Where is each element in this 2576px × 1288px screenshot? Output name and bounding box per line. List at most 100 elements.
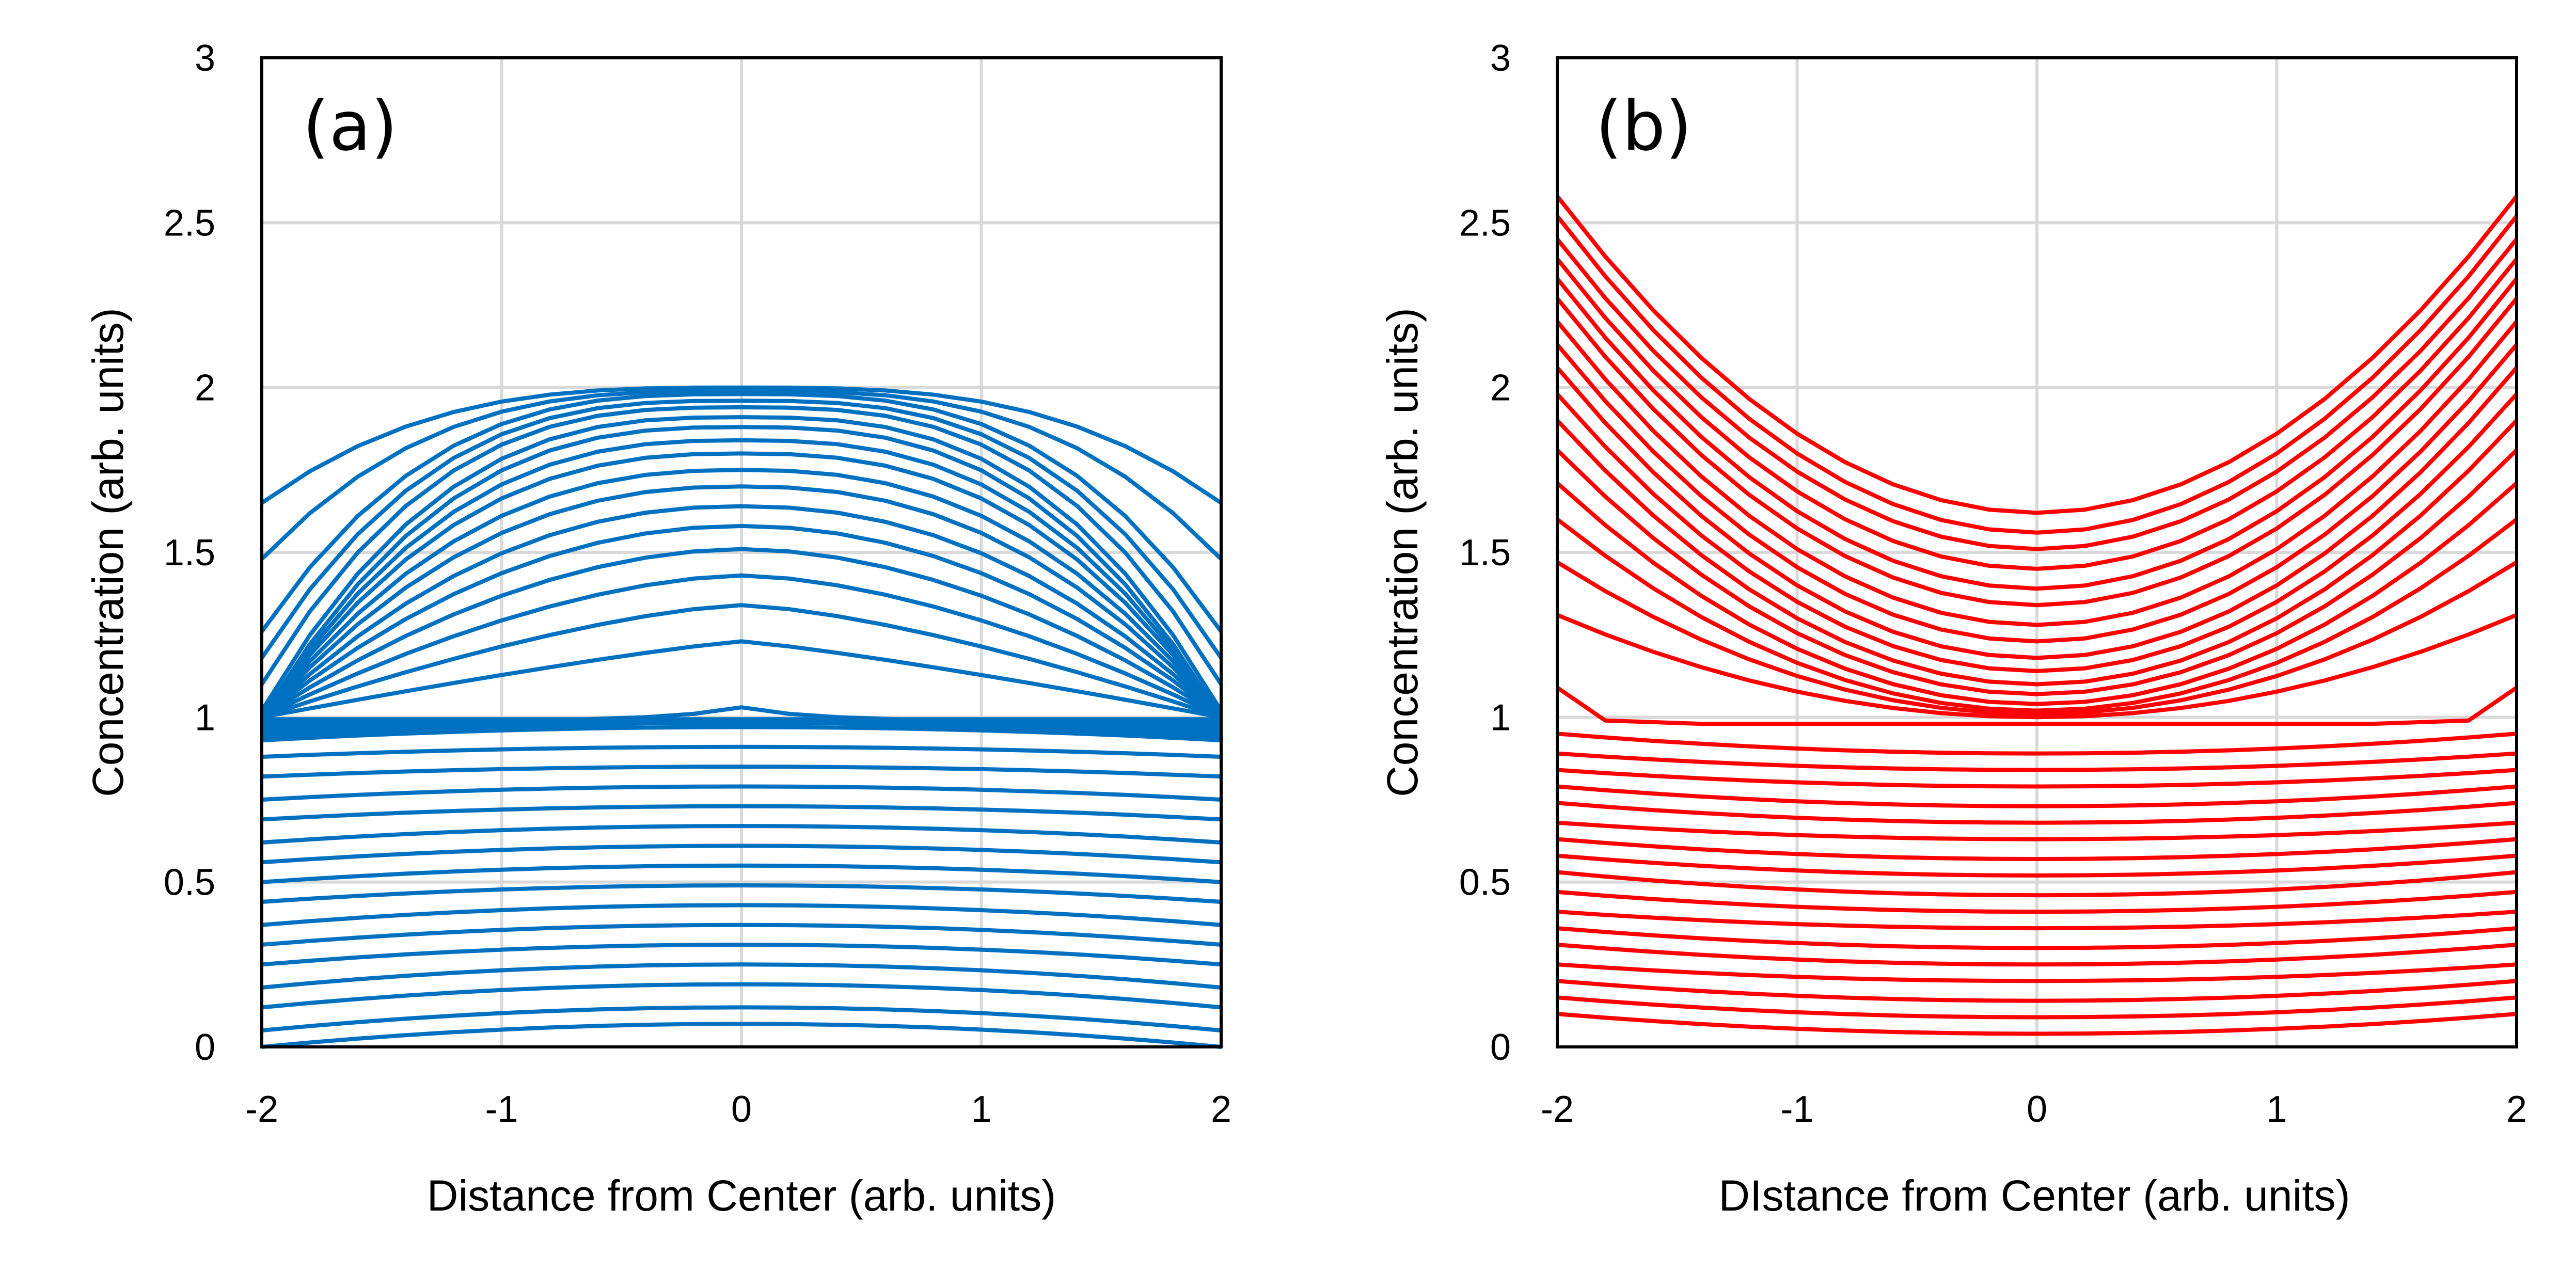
panel-a-series-upper-12 <box>260 405 1223 686</box>
panel-b-series-lower-0 <box>1557 1012 2517 1036</box>
panel-b-series-upper-2 <box>1556 517 2518 713</box>
panel-a-x-tick-labels: -2 -1 0 1 2 <box>245 1089 1231 1130</box>
panel-a-y-tick-0: 0 <box>195 1027 215 1068</box>
panel-b-x-axis-label: DIstance from Center (arb. units) <box>1718 1171 2350 1220</box>
panel-a-x-tick-1: -1 <box>485 1089 518 1130</box>
panel-b-series-upper-15 <box>1555 195 2519 515</box>
panel-a-series-lower-7 <box>261 883 1222 904</box>
panel-a-series-upper-2 <box>261 573 1222 719</box>
panel-b-series-upper-4 <box>1556 449 2518 696</box>
panel-b-series-lower-11 <box>1557 820 2517 841</box>
panel-b-series-upper-8 <box>1555 343 2519 644</box>
panel-b-y-tick-5: 2.5 <box>1459 202 1511 244</box>
panel-b-series-lower-5 <box>1557 926 2517 950</box>
panel-b-series-upper-10 <box>1555 297 2519 608</box>
panel-b-series-upper-13 <box>1555 237 2519 551</box>
panel-b-x-tick-1: -1 <box>1780 1089 1813 1130</box>
panel-a-series-lower-10 <box>261 824 1222 845</box>
panel-a-y-tick-5: 2.5 <box>164 202 215 244</box>
panel-a-series-lower-13 <box>261 765 1222 779</box>
panel-a-series-plateau-band <box>262 717 1221 740</box>
panel-a-series-lower-12 <box>261 784 1222 802</box>
panel-b-series-lower-14 <box>1557 768 2517 789</box>
panel-b-series-upper-3 <box>1556 481 2518 706</box>
panel-a-series-upper-1 <box>261 603 1222 720</box>
panel-b-y-axis-label: Concentration (arb. units) <box>1378 308 1427 797</box>
panel-a-series-lower-0 <box>261 1022 1222 1049</box>
panel-b-y-tick-1: 0.5 <box>1459 862 1511 903</box>
panel-a-curves <box>260 385 1223 1049</box>
panel-a-series-lower-9 <box>261 844 1222 865</box>
panel-b-series-upper-5 <box>1556 419 2518 687</box>
panel-a-label: (a) <box>303 87 398 166</box>
panel-b-chart: 0 0.5 1 1.5 2 2.5 3 -2 -1 0 1 2 (b) DIstance from … <box>1378 38 2527 1220</box>
panel-a-plot-frame <box>260 56 1223 1048</box>
panel-a-grid <box>262 58 1221 1047</box>
panel-a-series-upper-15 <box>260 389 1223 561</box>
panel-b-series-lower-3 <box>1557 962 2517 983</box>
panel-a-y-tick-1: 0.5 <box>164 862 215 903</box>
panel-b-series-lower-12 <box>1557 801 2517 825</box>
panel-a-series-lower-4 <box>261 943 1222 967</box>
panel-a-x-tick-4: 2 <box>1211 1089 1231 1130</box>
panel-a-series-upper-16 <box>260 385 1223 505</box>
panel-b-plot-frame <box>1556 56 2518 1048</box>
panel-a-x-tick-2: 0 <box>731 1089 752 1130</box>
panel-b-series-lower-4 <box>1557 943 2517 967</box>
panel-a-series-upper-8 <box>260 451 1223 719</box>
panel-b-series-lower-8 <box>1557 870 2517 898</box>
panel-b-series-upper-6 <box>1556 392 2518 673</box>
panel-a-series-upper-10 <box>260 425 1223 719</box>
panel-a-y-tick-6: 3 <box>195 38 215 79</box>
panel-a-y-tick-2: 1 <box>195 697 215 738</box>
panel-b-series-lower-7 <box>1557 889 2517 914</box>
panel-a-series-upper-5 <box>260 504 1223 719</box>
panel-b-y-tick-2: 1 <box>1490 697 1511 738</box>
panel-a-series-upper-4 <box>260 523 1223 719</box>
panel-a-series-upper-0 <box>261 639 1222 720</box>
panel-b-series-lower-6 <box>1557 910 2517 931</box>
panel-a-x-axis-label: Distance from Center (arb. units) <box>427 1171 1056 1220</box>
panel-b-label: (b) <box>1595 87 1692 166</box>
panel-b-series-upper-14 <box>1555 215 2519 535</box>
panel-b-series-lower-10 <box>1557 837 2517 861</box>
panel-b-grid <box>1557 58 2517 1047</box>
panel-b-series-upper-7 <box>1555 366 2519 660</box>
panel-b-x-tick-2: 0 <box>2027 1089 2047 1130</box>
panel-a-series-lower-11 <box>261 804 1222 822</box>
panel-a-y-tick-4: 2 <box>195 368 215 409</box>
panel-a-y-tick-3: 1.5 <box>164 532 215 574</box>
panel-a-series-upper-3 <box>260 547 1223 719</box>
panel-b-series-upper-9 <box>1555 320 2519 627</box>
panel-b-y-tick-4: 2 <box>1490 368 1511 409</box>
panel-b-y-tick-labels: 0 0.5 1 1.5 2 2.5 3 <box>1459 38 1511 1068</box>
panel-a-series-lower-14 <box>261 744 1222 759</box>
panel-a-series-lower-8 <box>261 863 1222 884</box>
panel-b-series-upper-0 <box>1556 613 2518 720</box>
panel-a-series-lower-6 <box>261 903 1222 927</box>
panel-a-series-upper-7 <box>260 468 1223 719</box>
panel-b-series-lower-1 <box>1557 995 2517 1020</box>
panel-a-chart: 0 0.5 1 1.5 2 2.5 3 -2 -1 0 1 2 (a) Distance from … <box>84 38 1231 1220</box>
panel-a-series-upper-6 <box>260 484 1223 719</box>
panel-b-series-lower-13 <box>1557 784 2517 808</box>
panel-a-series-lower-3 <box>261 962 1222 990</box>
panel-b-y-tick-3: 1.5 <box>1459 532 1511 574</box>
panel-a-series-upper-11 <box>260 415 1223 712</box>
panel-b-y-tick-6: 3 <box>1490 38 1511 79</box>
panel-b-series-upper-1 <box>1556 560 2518 716</box>
panel-a-y-axis-label: Concentration (arb. units) <box>84 308 132 797</box>
panel-b-x-tick-labels: -2 -1 0 1 2 <box>1541 1089 2527 1130</box>
panel-a-x-tick-3: 1 <box>971 1089 991 1130</box>
panel-b-series-lower-15 <box>1557 751 2517 772</box>
panel-a-y-tick-labels: 0 0.5 1 1.5 2 2.5 3 <box>164 38 215 1068</box>
panel-b-series-lower-9 <box>1557 853 2517 878</box>
panel-b-series-upper-11 <box>1555 277 2519 591</box>
panel-b-y-tick-0: 0 <box>1490 1027 1511 1068</box>
panel-b-series-upper-12 <box>1555 258 2519 571</box>
panel-a-series-lower-1 <box>261 1005 1222 1033</box>
panel-b-series-lower-2 <box>1557 979 2517 1003</box>
panel-a-series-lower-2 <box>261 982 1222 1010</box>
panel-b-curves <box>1555 195 2519 1036</box>
